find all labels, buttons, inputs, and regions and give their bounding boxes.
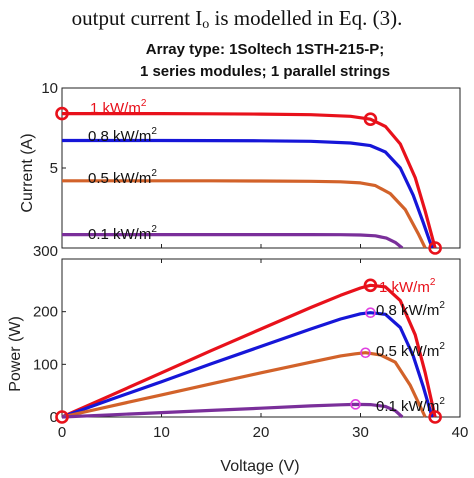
pv-y-axis-label: Power (W) — [7, 316, 24, 392]
page-text-before: output current I — [71, 6, 203, 30]
pv-mpp-marker — [55, 410, 69, 424]
pv-y-tick-label: 0 — [50, 409, 58, 426]
pv-mpp-marker — [360, 347, 371, 359]
page-text-subscript: o — [202, 17, 210, 32]
iv-series-line — [62, 233, 404, 248]
iv-y-tick-label: 10 — [41, 80, 58, 97]
pv-series-line — [61, 351, 427, 419]
pv-x-axis-label: Voltage (V) — [220, 458, 299, 475]
iv-series-label: 0.5 kW/m2 — [88, 168, 157, 187]
iv-y-tick-label: 5 — [50, 160, 58, 177]
pv-x-tick-label: 0 — [58, 424, 66, 441]
iv-series-label: 0.1 kW/m2 — [88, 224, 157, 243]
pv-mpp-marker — [428, 410, 442, 424]
pv-plot-frame — [61, 258, 461, 418]
iv-series-line — [62, 179, 427, 248]
pv-x-tick-label: 10 — [153, 424, 170, 441]
iv-mpp-marker — [428, 241, 442, 255]
iv-series-line — [62, 138, 434, 248]
pv-mpp-marker — [363, 278, 378, 293]
iv-mpp-marker — [363, 112, 378, 126]
overlapping-tick-label: 300 — [33, 243, 58, 260]
pv-mpp-marker — [350, 399, 361, 410]
iv-series-label: 1 kW/m2 — [90, 98, 147, 117]
pv-series-label: 0.8 kW/m2 — [376, 300, 445, 319]
pv-y-tick-label: 200 — [33, 304, 58, 321]
pv-series-line — [61, 311, 434, 419]
pv-series-line — [61, 402, 404, 419]
page-text-after: is modelled in Eq. (3). — [209, 6, 403, 30]
iv-y-axis-label: Current (A) — [19, 133, 36, 212]
pv-x-tick-label: 20 — [253, 424, 270, 441]
page-text-fragment: output current Io is modelled in Eq. (3)… — [0, 6, 474, 33]
iv-curve-panel: 5 10 1 kW/m2 0.8 kW/m2 0.5 kW/m2 0.1 kW/m2 — [41, 80, 461, 255]
chart-title-line-2: 1 series modules; 1 parallel strings — [140, 63, 390, 80]
pv-curve-panel: 300 0 100 200 0 10 20 30 40 1 kW/m2 0.8 kW/m2 0.5 k… — [33, 243, 468, 441]
pv-series-label: 0.1 kW/m2 — [376, 396, 445, 415]
iv-mpp-marker — [55, 106, 69, 121]
iv-series-label: 0.8 kW/m2 — [88, 126, 157, 145]
pv-series-label: 1 kW/m2 — [379, 277, 436, 296]
iv-series-line — [62, 112, 437, 248]
pv-x-tick-label: 40 — [452, 424, 469, 441]
pv-series-line — [61, 283, 437, 419]
chart-title-line-1: Array type: 1Soltech 1STH-215-P; — [146, 41, 384, 58]
pv-y-tick-label: 100 — [33, 356, 58, 373]
pv-mpp-marker — [365, 307, 376, 319]
pv-x-tick-label: 30 — [352, 424, 369, 441]
pv-series-label: 0.5 kW/m2 — [376, 341, 445, 360]
